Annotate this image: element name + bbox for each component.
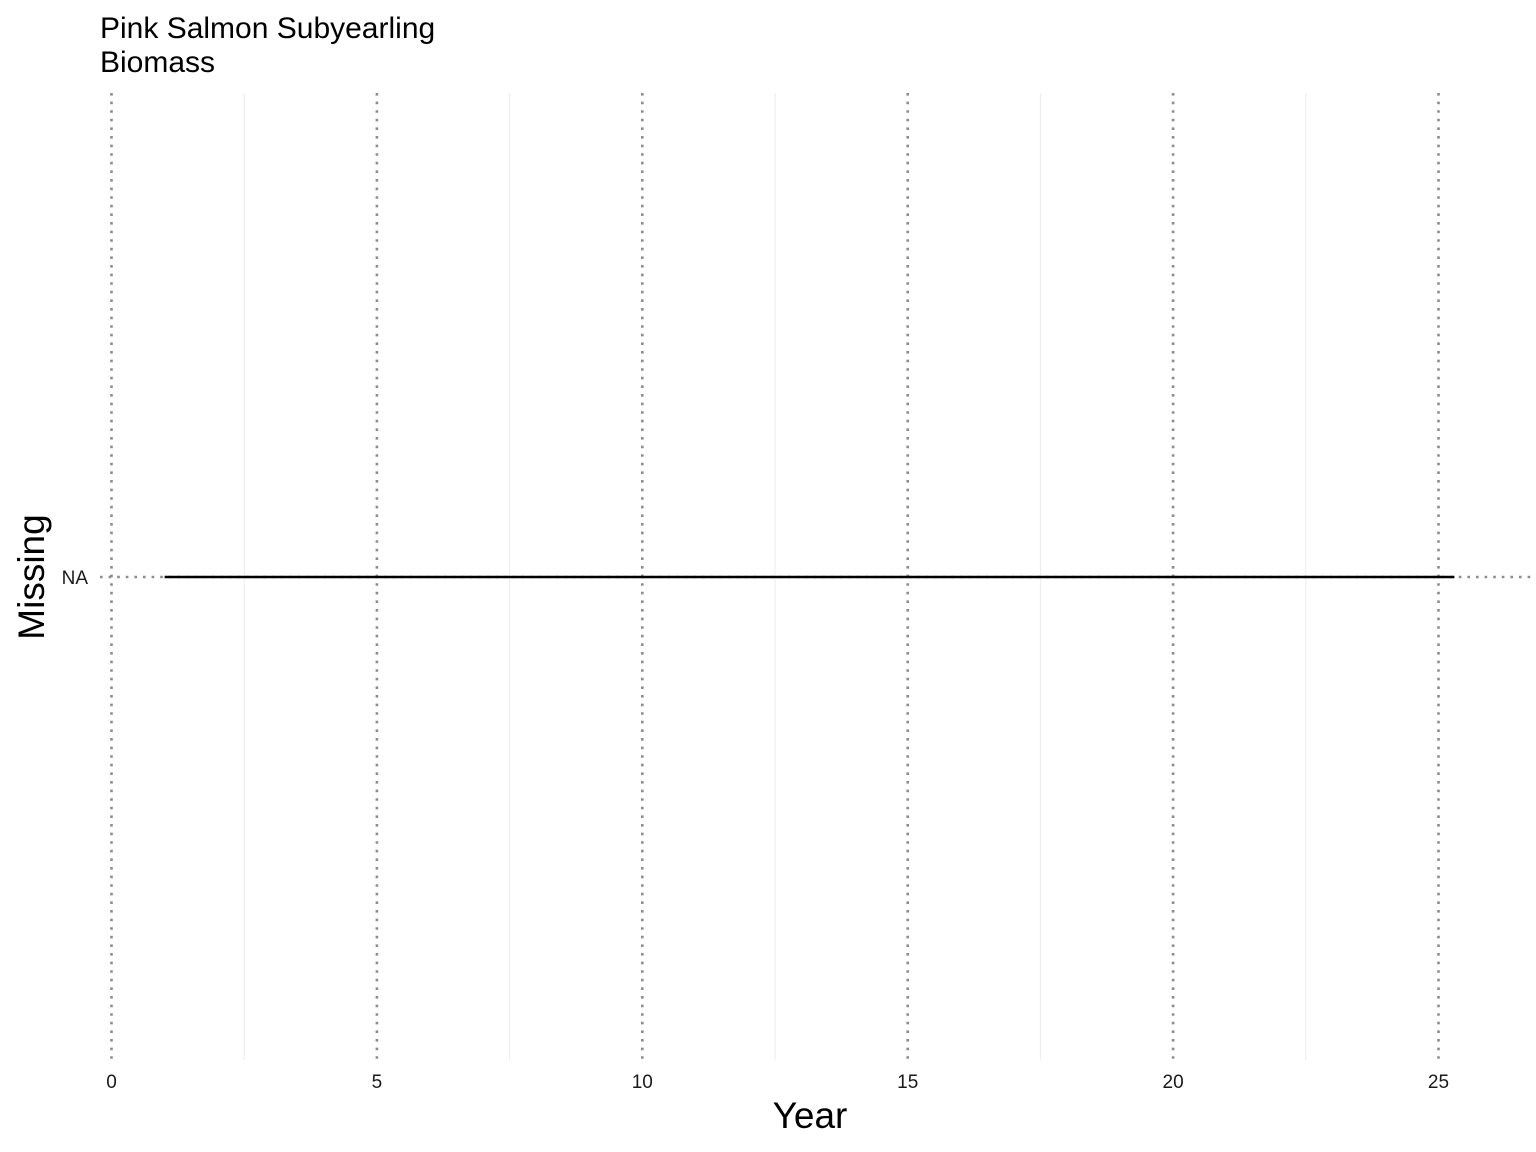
x-tick-label: 0 (106, 1072, 117, 1093)
x-tick-label: 15 (897, 1072, 918, 1093)
chart-title-line-2: Biomass (100, 46, 215, 79)
x-tick-label: 10 (632, 1072, 653, 1093)
x-tick-labels: 0 5 10 15 20 25 (106, 1072, 1449, 1093)
x-tick-label: 20 (1163, 1072, 1184, 1093)
x-tick-label: 25 (1428, 1072, 1449, 1093)
y-tick-labels: NA (62, 568, 89, 589)
y-axis-title: Missing (11, 514, 52, 639)
chart-title-line-1: Pink Salmon Subyearling (100, 12, 435, 45)
x-tick-label: 5 (372, 1072, 383, 1093)
x-axis-title: Year (773, 1095, 848, 1136)
y-tick-label: NA (62, 568, 89, 589)
